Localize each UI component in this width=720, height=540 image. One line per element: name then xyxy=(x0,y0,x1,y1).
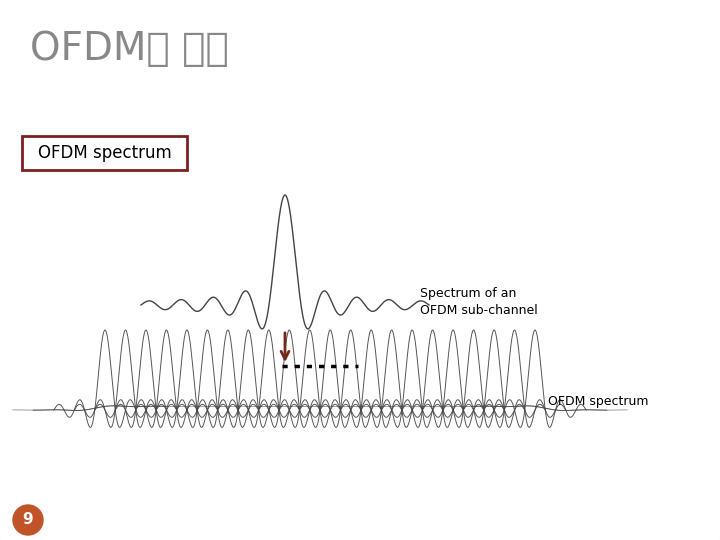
Text: 9: 9 xyxy=(23,512,33,528)
Circle shape xyxy=(13,505,43,535)
Text: OFDM spectrum: OFDM spectrum xyxy=(548,395,649,408)
Text: Spectrum of an
OFDM sub-channel: Spectrum of an OFDM sub-channel xyxy=(420,287,538,317)
Bar xyxy=(22,136,187,170)
Text: OFDM spectrum: OFDM spectrum xyxy=(38,144,172,162)
Text: OFDM의 원리: OFDM의 원리 xyxy=(30,30,229,68)
